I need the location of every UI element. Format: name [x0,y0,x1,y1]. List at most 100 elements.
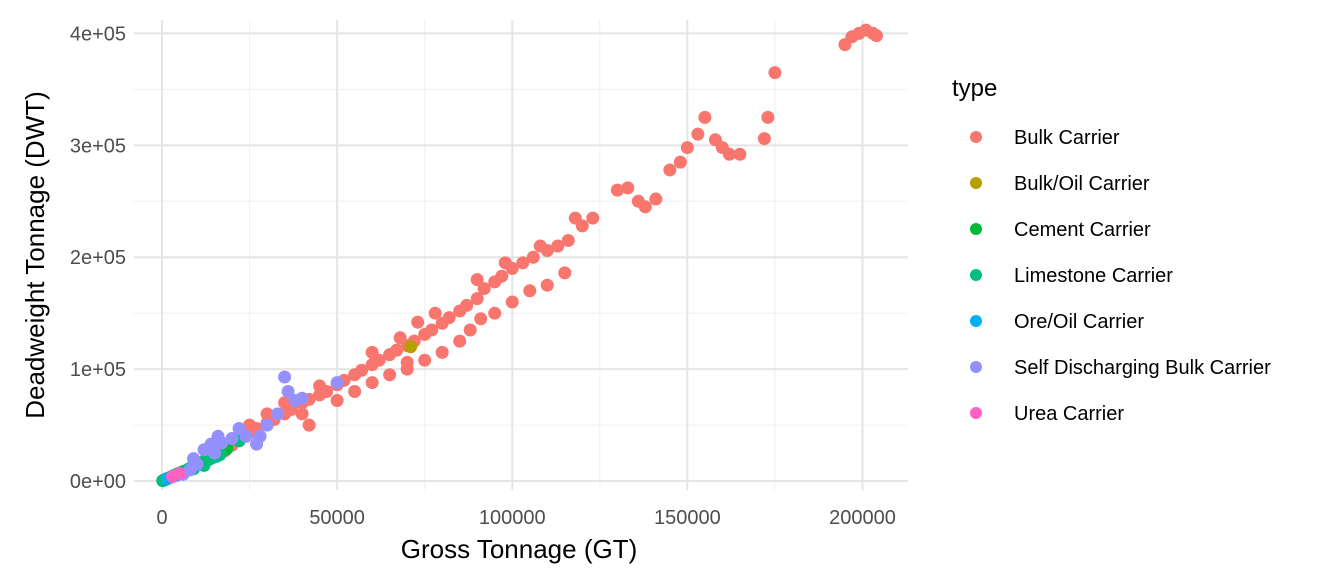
legend: type Bulk Carrier Bulk/Oil Carrier Cement … [952,75,1271,425]
data-point [558,266,572,280]
data-point [435,345,449,359]
data-point [442,311,456,325]
legend-item: Bulk/Oil Carrier [970,173,1150,195]
legend-key [970,407,982,419]
data-point [463,323,477,337]
legend-label: Cement Carrier [1014,219,1151,241]
data-point [295,391,309,405]
y-tick-label: 2e+05 [70,247,126,269]
data-point [425,323,439,337]
data-point [470,292,484,306]
legend-title: type [952,75,997,102]
data-point [239,429,253,443]
data-point [460,298,474,312]
legend-item: Cement Carrier [970,219,1151,241]
data-point [540,278,554,292]
data-point [365,376,379,390]
legend-key [970,177,982,189]
data-point [561,233,575,247]
data-point [768,66,782,80]
data-point [551,239,565,253]
data-point [418,353,432,367]
data-point [278,370,292,384]
legend-item: Bulk Carrier [970,127,1120,149]
y-tick-label: 3e+05 [70,135,126,157]
grid-layer [134,20,908,490]
data-point [680,141,694,155]
data-point [404,340,418,354]
data-point [208,446,222,460]
data-point [260,407,274,421]
legend-label: Limestone Carrier [1014,265,1173,287]
data-point [243,418,257,432]
data-point [295,407,309,421]
legend-item: Self Discharging Bulk Carrier [970,357,1271,379]
data-point [187,452,201,466]
data-point [733,147,747,161]
data-point [383,368,397,382]
data-point [495,269,509,283]
data-point [722,147,736,161]
data-point [649,192,663,206]
data-point [271,407,285,421]
data-point [330,393,344,407]
legend-key [970,361,982,373]
x-axis-title: Gross Tonnage (GT) [401,534,638,564]
data-point [523,284,537,298]
data-point [215,436,229,450]
data-point [393,331,407,345]
data-point [400,355,414,369]
data-point [250,437,264,451]
data-point [453,334,467,348]
data-point [173,467,187,481]
data-point [698,110,712,124]
legend-label: Ore/Oil Carrier [1014,311,1144,333]
data-point [526,250,540,264]
data-point [638,200,652,214]
data-point [225,432,239,446]
data-point [757,132,771,146]
y-tick-label: 0e+00 [70,471,126,493]
data-point [663,163,677,177]
data-point [610,183,624,197]
data-point [621,181,635,195]
x-tick-label: 150000 [654,507,721,529]
data-point [260,418,274,432]
legend-key [970,223,982,235]
data-point [281,385,295,399]
data-point [477,282,491,296]
data-point [505,295,519,309]
x-tick-label: 0 [156,507,167,529]
data-point [516,256,530,270]
data-point [428,306,442,320]
legend-key [970,315,982,327]
data-point [330,376,344,390]
data-point [390,343,404,357]
data-point [302,418,316,432]
x-tick-label: 100000 [479,507,546,529]
y-axis-title: Deadweight Tonnage (DWT) [20,91,50,419]
data-point [355,363,369,377]
data-point [691,127,705,141]
data-point [761,110,775,124]
x-tick-label: 50000 [309,507,365,529]
data-point [488,306,502,320]
data-point [411,315,425,329]
series-urea-carrier [166,467,187,484]
data-point [348,385,362,399]
legend-item: Ore/Oil Carrier [970,311,1144,333]
legend-label: Bulk Carrier [1014,127,1120,149]
data-point [498,256,512,270]
data-point [365,345,379,359]
legend-label: Self Discharging Bulk Carrier [1014,357,1271,379]
legend-item: Urea Carrier [970,403,1124,425]
data-point [313,379,327,393]
y-tick-label: 4e+05 [70,23,126,45]
legend-items: Bulk Carrier Bulk/Oil Carrier Cement Carri… [970,127,1271,425]
data-point [533,239,547,253]
data-points [156,23,883,488]
legend-key [970,269,982,281]
data-point [278,396,292,410]
